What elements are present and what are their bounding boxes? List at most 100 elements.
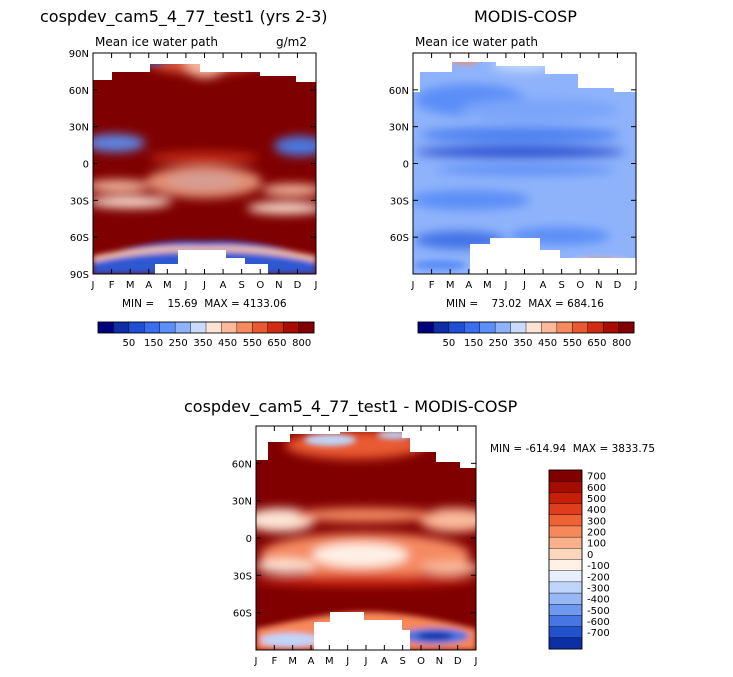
colorbar-swatch [128,321,145,334]
colorbar-swatch [174,321,192,334]
colorbar-swatch [298,321,315,334]
x-tick-label: M [163,280,172,291]
x-tick-label: A [540,280,547,291]
colorbar-label: -100 [587,561,610,572]
model-stats: MIN = 15.69 MAX = 4133.06 [122,298,287,310]
x-tick-label: M [325,656,334,667]
colorbar-swatch [417,321,434,334]
colorbar-swatch [252,321,269,334]
colorbar-frame [417,321,635,334]
y-tick-label: 60N [232,459,252,470]
x-tick-label: N [595,280,602,291]
colorbar-swatch [618,321,635,334]
colorbar-label: -400 [587,595,610,606]
colorbar-swatch [548,604,583,616]
colorbar-swatch [159,321,176,334]
colorbar-swatch [548,548,583,561]
colorbar-swatch [464,321,481,334]
colorbar-label: 550 [563,338,582,349]
colorbar-label: -700 [587,628,610,639]
model-units: g/m2 [276,35,307,49]
x-tick-label: D [614,280,622,291]
x-tick-label: N [436,656,443,667]
x-tick-label: S [558,280,564,291]
colorbar-label: 250 [169,338,188,349]
x-tick-label: J [345,656,349,667]
diff-panel: cospdev_cam5_4_77_test1 - MODIS-COSP [184,397,655,667]
y-tick-label: 30S [70,196,89,207]
y-tick-label: 30N [389,123,409,134]
colorbar-label: 150 [464,338,483,349]
diff-y-axis: 60N 30N 0 30S 60S [232,459,476,620]
diff-stats: MIN = -614.94 MAX = 3833.75 [490,443,655,455]
x-tick-label: D [454,656,462,667]
colorbar-label: 250 [489,338,508,349]
colorbar-label: 600 [587,483,606,494]
obs-y-axis: 60N 30N 0 30S 60S [389,86,636,244]
y-tick-label: 60N [69,86,89,97]
colorbar-swatch [510,321,527,334]
colorbar-swatch [548,559,583,572]
colorbar-label: 450 [218,338,237,349]
colorbar-label: -300 [587,583,610,594]
colorbar-label: 0 [587,550,593,561]
model-panel: cospdev_cam5_4_77_test1 (yrs 2-3) Mean i… [40,7,328,349]
x-tick-label: J [522,280,526,291]
obs-subtitle: Mean ice water path [415,35,538,49]
colorbar-label: -500 [587,606,610,617]
colorbar-swatch [97,321,114,334]
colorbar-swatch [548,480,583,493]
x-tick-label: O [576,280,584,291]
colorbar-swatch [602,321,620,334]
obs-panel: MODIS-COSP Mean ice water path [389,7,638,349]
x-tick-label: M [288,656,297,667]
y-tick-label: 30S [233,571,252,582]
x-tick-label: J [411,280,415,291]
obs-field [413,53,636,274]
colorbar-swatch [548,570,583,583]
obs-title: MODIS-COSP [474,7,577,26]
y-tick-label: 0 [83,160,89,171]
colorbar-swatch [548,581,583,594]
x-tick-label: S [399,656,405,667]
x-tick-label: J [91,280,95,291]
x-tick-label: J [183,280,187,291]
x-tick-label: F [109,280,115,291]
x-tick-label: J [503,280,507,291]
colorbar-swatch [587,321,604,334]
colorbar-frame [97,321,315,334]
colorbar-label: 200 [587,528,606,539]
model-y-axis: 90N 60N 30N 0 30S 60S 90S [69,49,316,281]
colorbar-label: 350 [513,338,532,349]
colorbar-swatch [548,514,583,527]
x-tick-label: J [364,656,368,667]
model-field [93,53,316,274]
colorbar-swatch [221,321,238,334]
y-tick-label: 0 [246,534,252,545]
x-tick-label: F [429,280,435,291]
x-tick-label: A [381,656,388,667]
x-tick-label: A [308,656,315,667]
y-tick-label: 0 [403,160,409,171]
model-subtitle: Mean ice water path [95,35,218,49]
colorbar-swatch [205,321,222,334]
colorbar-swatch [525,321,542,334]
x-tick-label: J [474,656,478,667]
colorbar-swatch [448,321,465,334]
x-tick-label: F [271,656,277,667]
y-tick-label: 30N [232,497,252,508]
colorbar-swatch [433,321,450,334]
diff-field [256,426,476,650]
x-tick-label: A [220,280,227,291]
colorbar-swatch [236,321,253,334]
x-tick-label: M [126,280,135,291]
colorbar-swatch [190,321,207,334]
colorbar-swatch [548,503,583,516]
x-tick-label: J [314,280,318,291]
colorbar-label: 700 [587,472,606,483]
colorbar-label: 800 [292,338,311,349]
model-title: cospdev_cam5_4_77_test1 (yrs 2-3) [40,7,328,27]
